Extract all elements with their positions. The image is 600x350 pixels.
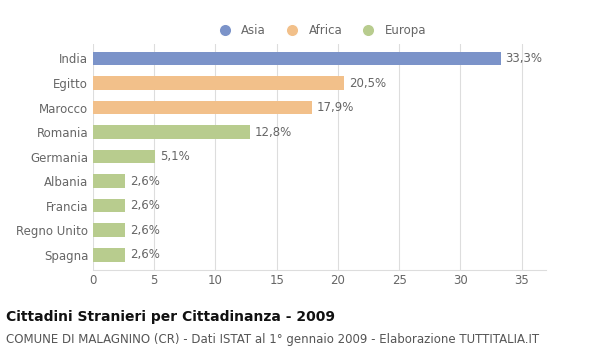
Bar — [93, 174, 125, 188]
Text: Cittadini Stranieri per Cittadinanza - 2009: Cittadini Stranieri per Cittadinanza - 2… — [6, 310, 335, 324]
Text: 12,8%: 12,8% — [254, 126, 292, 139]
Bar — [93, 150, 155, 163]
Text: 5,1%: 5,1% — [160, 150, 190, 163]
Bar — [93, 101, 312, 114]
Text: 20,5%: 20,5% — [349, 77, 386, 90]
Text: COMUNE DI MALAGNINO (CR) - Dati ISTAT al 1° gennaio 2009 - Elaborazione TUTTITAL: COMUNE DI MALAGNINO (CR) - Dati ISTAT al… — [6, 332, 539, 345]
Legend: Asia, Africa, Europa: Asia, Africa, Europa — [209, 20, 430, 40]
Bar — [93, 76, 344, 90]
Text: 2,6%: 2,6% — [130, 175, 160, 188]
Bar — [93, 199, 125, 212]
Text: 17,9%: 17,9% — [317, 101, 355, 114]
Text: 2,6%: 2,6% — [130, 199, 160, 212]
Text: 2,6%: 2,6% — [130, 224, 160, 237]
Bar — [93, 125, 250, 139]
Bar — [93, 248, 125, 261]
Text: 33,3%: 33,3% — [506, 52, 542, 65]
Text: 2,6%: 2,6% — [130, 248, 160, 261]
Bar — [93, 52, 500, 65]
Bar — [93, 224, 125, 237]
